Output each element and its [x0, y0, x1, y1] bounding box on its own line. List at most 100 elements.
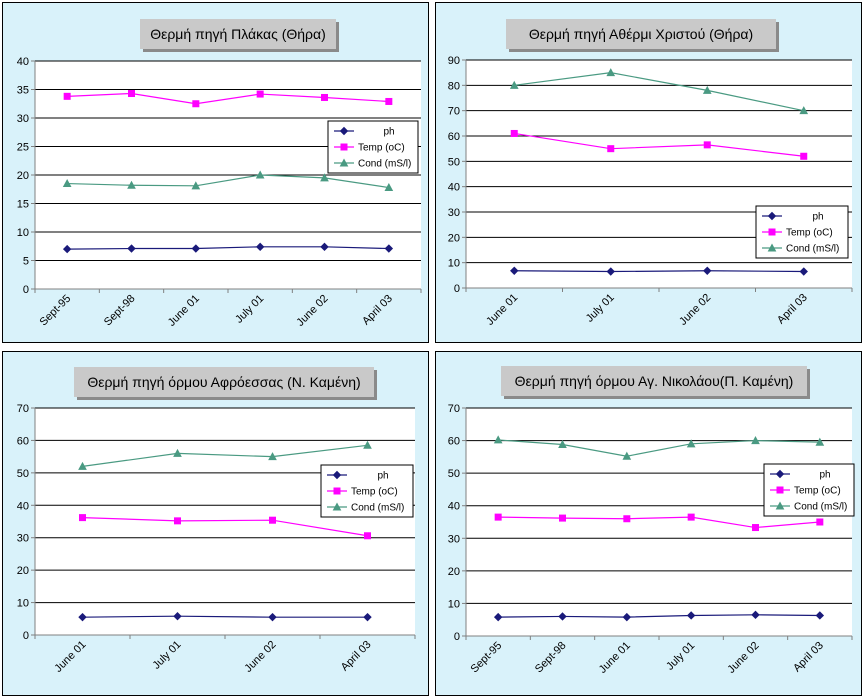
series-3	[78, 440, 372, 470]
data-point	[558, 612, 567, 621]
series-line	[82, 615, 368, 618]
data-point	[268, 612, 277, 622]
x-tick-label: June 02	[677, 292, 713, 328]
series-line	[67, 246, 389, 250]
data-point	[78, 461, 87, 470]
y-tick-label: 0	[454, 283, 460, 295]
data-point	[702, 85, 712, 94]
data-point	[78, 612, 87, 622]
data-point	[703, 266, 712, 275]
data-point	[751, 436, 760, 445]
data-point	[687, 513, 695, 521]
data-point	[192, 100, 200, 108]
x-tick-label: Sept-95	[38, 293, 74, 329]
data-point	[686, 611, 696, 620]
data-point	[606, 68, 616, 77]
series-line	[82, 517, 368, 537]
chart-svg-3: 0 10 20 30 40 50 60 70 June 01 July 01 June 02 Apri…	[17, 403, 416, 675]
y-tick-label: 70	[448, 403, 460, 415]
y-tick-label: 20	[17, 170, 29, 182]
legend-label: Cond (mS/l)	[358, 159, 411, 170]
data-point	[173, 448, 182, 457]
legend-marker	[767, 211, 777, 221]
series-2	[494, 513, 824, 532]
legend-label: ph	[377, 471, 388, 482]
data-point	[558, 439, 567, 448]
y-tick-label: 50	[448, 156, 460, 168]
data-point	[494, 513, 502, 521]
legend-label: Temp (oC)	[786, 228, 833, 239]
y-tick-label: 90	[448, 55, 460, 67]
series-line	[514, 270, 804, 273]
data-point	[799, 106, 809, 115]
data-point	[607, 145, 615, 153]
data-point	[622, 612, 632, 622]
data-point	[559, 514, 566, 522]
data-point	[510, 266, 519, 275]
data-point	[128, 89, 135, 97]
y-tick-label: 20	[448, 566, 460, 578]
data-point	[703, 141, 711, 149]
y-tick-label: 40	[448, 501, 460, 513]
x-tick-label: Sept-95	[469, 640, 505, 676]
legend-marker	[339, 158, 349, 167]
x-tick-label: June 02	[242, 639, 278, 675]
series-2	[79, 514, 371, 540]
legend-marker	[332, 470, 342, 480]
y-tick-label: 15	[17, 199, 29, 211]
data-point	[63, 92, 71, 100]
y-tick-label: 0	[23, 284, 29, 296]
y-tick-label: 40	[17, 500, 29, 512]
legend-label: ph	[383, 127, 394, 138]
chart-title: Θερμή πηγή όρμου Αφρόεσσας (Ν. Καμένη)	[74, 367, 374, 397]
y-tick-label: 70	[448, 106, 460, 118]
x-tick-label: April 03	[360, 293, 395, 328]
legend: ph Temp (oC) Cond (mS/l)	[755, 205, 849, 259]
chart-panel-2: 0 10 20 30 40 50 60 70 80 90 June 01 July 01 June 02…	[435, 2, 862, 343]
y-tick-label: 50	[17, 468, 29, 480]
legend-marker	[339, 126, 349, 136]
plot-area	[35, 408, 415, 635]
data-point	[127, 244, 136, 253]
data-point	[320, 242, 329, 252]
legend-label: Cond (mS/l)	[351, 503, 404, 514]
series-2	[63, 89, 393, 108]
legend: ph Temp (oC) Cond (mS/l)	[763, 463, 855, 517]
y-tick-label: 5	[23, 256, 29, 268]
data-point	[751, 610, 760, 620]
y-tick-label: 30	[17, 533, 29, 545]
y-tick-label: 35	[17, 85, 29, 97]
y-tick-label: 25	[17, 142, 29, 154]
y-tick-label: 10	[448, 598, 460, 610]
data-point	[686, 439, 696, 448]
x-tick-label: July 01	[664, 640, 697, 673]
y-tick-label: 60	[448, 131, 460, 143]
series-line	[498, 439, 820, 457]
legend-label: Temp (oC)	[351, 487, 398, 498]
series-1	[62, 242, 394, 254]
x-tick-label: April 03	[791, 640, 826, 675]
legend-marker	[775, 501, 785, 510]
data-point	[622, 451, 632, 460]
data-point	[256, 90, 264, 98]
data-point	[363, 612, 372, 622]
data-point	[799, 267, 808, 276]
data-point	[62, 178, 72, 188]
data-point	[364, 532, 371, 540]
series-1	[510, 266, 808, 276]
data-point	[800, 152, 808, 160]
data-point	[269, 516, 276, 524]
data-point	[255, 242, 265, 252]
data-point	[62, 244, 72, 254]
legend-label: Temp (oC)	[794, 486, 841, 497]
x-tick-label: July 01	[584, 292, 617, 325]
data-point	[752, 524, 759, 532]
data-point	[384, 182, 394, 192]
series-line	[514, 72, 804, 112]
legend-label: ph	[819, 470, 830, 481]
x-tick-label: April 03	[339, 639, 374, 674]
legend: ph Temp (oC) Cond (mS/l)	[320, 464, 414, 518]
y-tick-label: 10	[448, 258, 460, 270]
x-tick-label: Sept-98	[533, 640, 569, 676]
y-tick-label: 40	[448, 182, 460, 194]
